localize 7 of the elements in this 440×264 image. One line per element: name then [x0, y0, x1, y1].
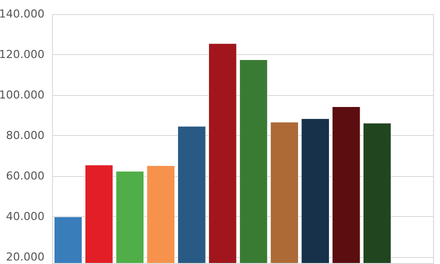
y-tick-label: 40.000 — [6, 210, 44, 223]
y-tick-label: 80.000 — [6, 128, 44, 142]
y-tick-label: 100.000 — [0, 88, 44, 102]
y-tick-label: 140.000 — [0, 8, 44, 20]
y-tick-label: 60.000 — [6, 169, 44, 182]
y-tick-label: 120.000 — [0, 48, 44, 61]
y-tick-label: 20.000 — [6, 250, 44, 264]
